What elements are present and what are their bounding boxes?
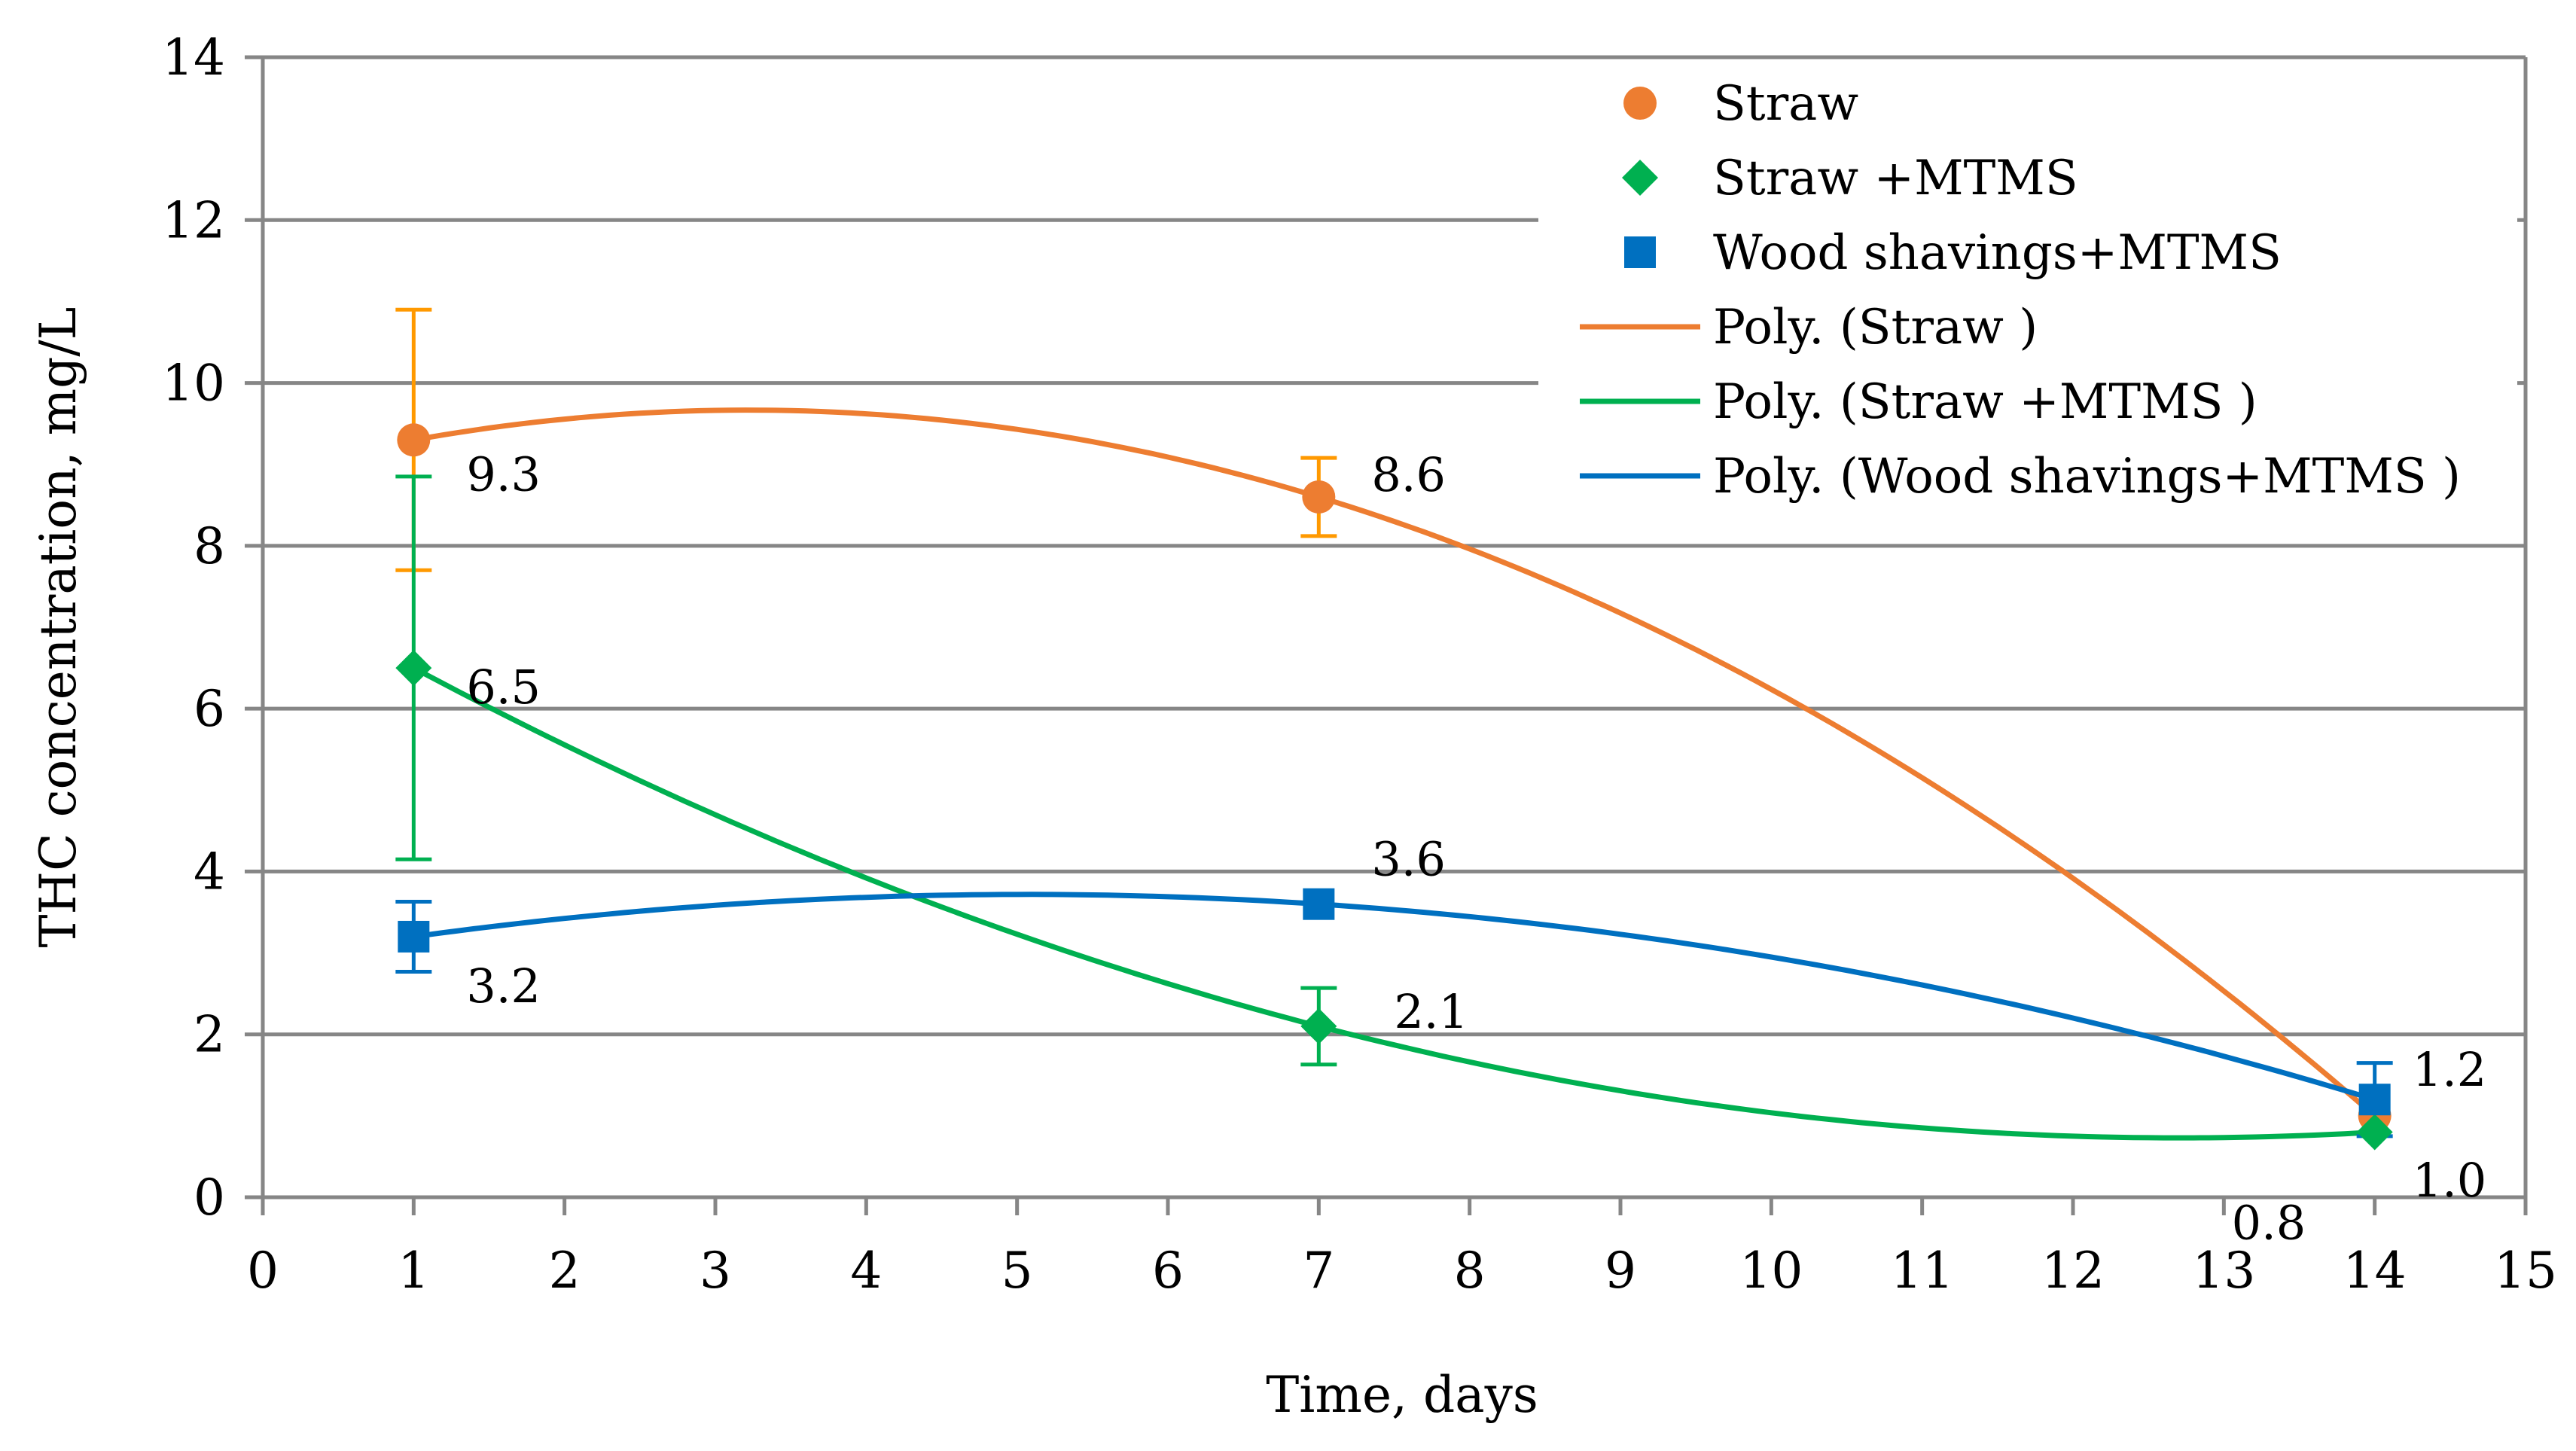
y-tick-label: 2	[194, 1006, 225, 1064]
y-tick-label: 4	[194, 843, 225, 901]
data-point	[397, 423, 431, 457]
x-tick-label: 10	[1739, 1242, 1803, 1300]
y-tick-label: 10	[162, 355, 225, 413]
data-label: 9.3	[466, 447, 541, 501]
data-label: 2.1	[1394, 984, 1468, 1039]
data-label: 1.0	[2413, 1153, 2487, 1208]
y-tick-label: 8	[194, 517, 225, 575]
x-tick-label: 1	[398, 1242, 429, 1300]
legend-label: Poly. (Straw )	[1713, 300, 2038, 355]
data-point	[1300, 1007, 1337, 1044]
legend-label: Straw	[1713, 76, 1858, 132]
legend-marker-icon	[1624, 236, 1656, 268]
x-tick-label: 3	[700, 1242, 731, 1300]
trendline-straw	[413, 407, 2376, 1118]
legend-marker-icon	[1622, 160, 1658, 196]
data-label: 8.6	[1371, 447, 1446, 502]
trendlines	[412, 407, 2376, 1141]
grid	[245, 55, 2526, 1200]
legend-marker-icon	[1623, 87, 1657, 120]
legend: Straw Straw +MTMS Wood shavings+MTMS Poly. …	[1538, 60, 2517, 512]
data-markers	[395, 423, 2393, 1151]
x-tick-label: 14	[2343, 1242, 2407, 1300]
data-label: 0.8	[2232, 1195, 2306, 1250]
legend-label: Wood shavings+MTMS	[1713, 225, 2282, 281]
legend-label: Poly. (Straw +MTMS )	[1713, 374, 2257, 430]
x-tick-label: 12	[2041, 1242, 2105, 1300]
x-tick-label: 5	[1001, 1242, 1033, 1300]
x-tick-label: 4	[850, 1242, 882, 1300]
data-point	[2358, 1084, 2391, 1116]
x-tick-label: 8	[1454, 1242, 1486, 1300]
data-point	[395, 650, 432, 687]
x-tick-label: 11	[1891, 1242, 1954, 1300]
legend-label: Poly. (Wood shavings+MTMS )	[1713, 449, 2461, 504]
y-tick-label: 12	[162, 191, 225, 249]
data-point	[1302, 480, 1336, 514]
x-tick-label: 6	[1152, 1242, 1184, 1300]
x-tick-label: 9	[1605, 1242, 1636, 1300]
x-axis-title: Time, days	[1266, 1366, 1538, 1424]
data-point	[2356, 1114, 2393, 1151]
y-axis-title: THC concentration, mg/L	[29, 307, 87, 948]
data-label: 6.5	[466, 660, 541, 715]
y-tick-label: 0	[194, 1169, 225, 1227]
data-point	[398, 920, 430, 953]
data-point	[1303, 888, 1335, 920]
data-label: 3.6	[1371, 832, 1446, 887]
data-label: 1.2	[2413, 1042, 2487, 1097]
x-tick-label: 7	[1303, 1242, 1334, 1300]
data-labels: 9.3 8.6 1.0 6.5 2.1 0.8 3.2 3.6 1.2	[466, 447, 2486, 1250]
y-tick-label: 6	[194, 680, 225, 738]
data-label: 3.2	[466, 959, 541, 1014]
legend-background	[1538, 60, 2517, 512]
trendline-straw-mtms	[412, 666, 2375, 1141]
legend-label: Straw +MTMS	[1713, 151, 2078, 206]
y-tick-label: 14	[162, 29, 225, 87]
trendline-wood-shavings-mtms	[413, 892, 2376, 1102]
x-tick-label: 13	[2192, 1242, 2255, 1300]
x-tick-label: 15	[2494, 1242, 2557, 1300]
x-tick-label: 2	[549, 1242, 581, 1300]
x-tick-label: 0	[247, 1242, 279, 1300]
